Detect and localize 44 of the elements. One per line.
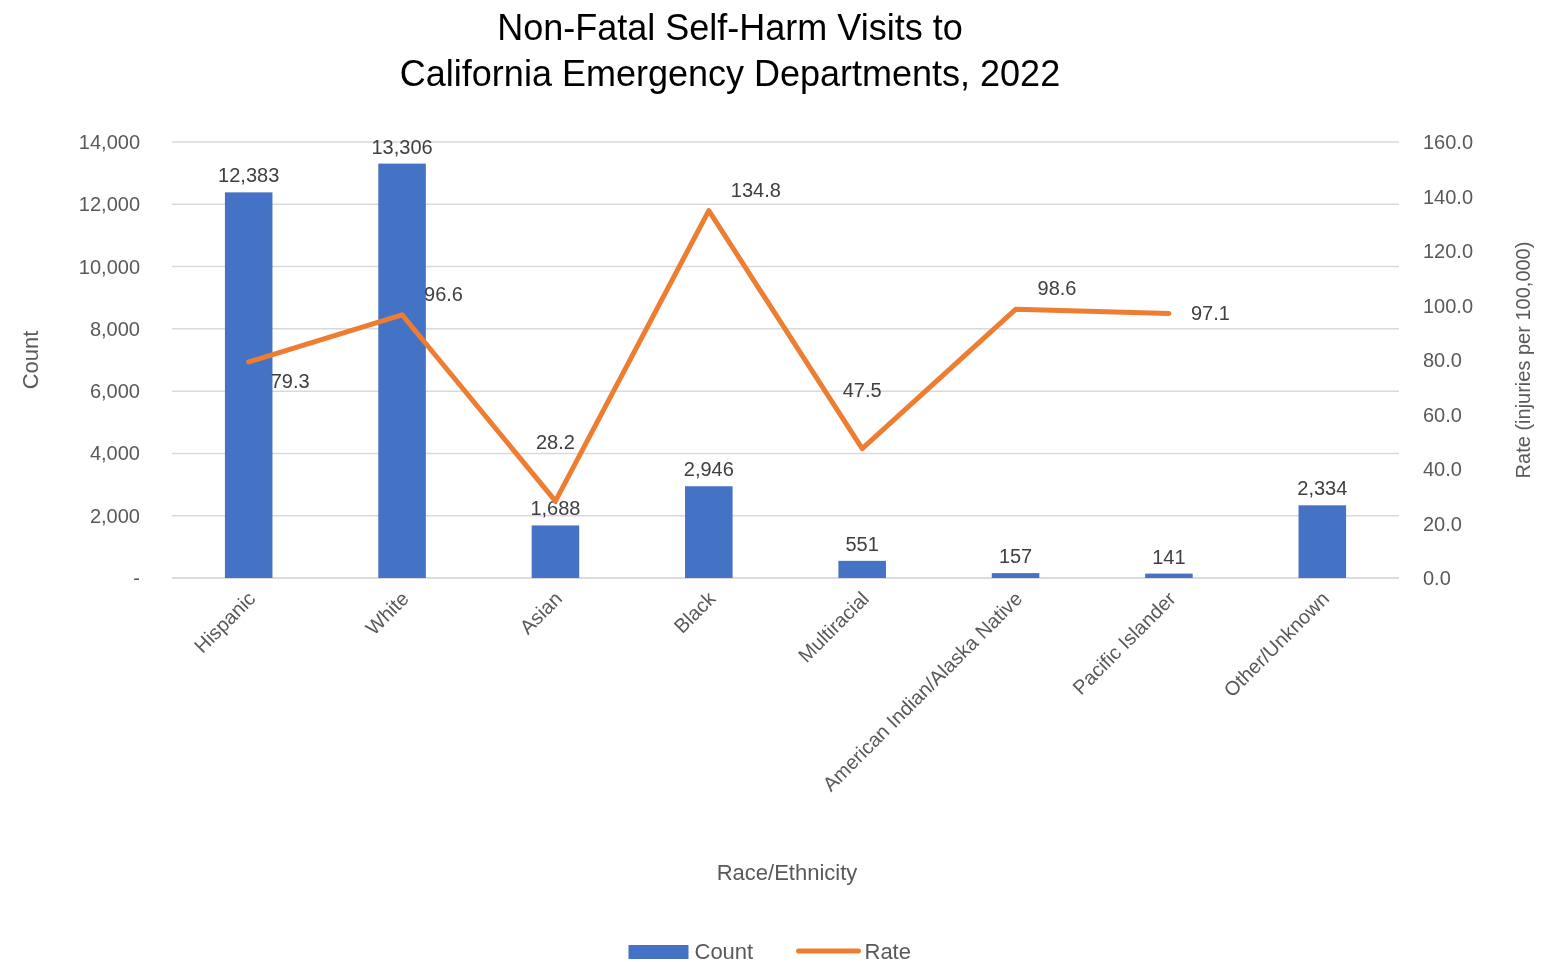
data-label: 1,688 xyxy=(530,497,581,520)
y2-axis-title: Rate (injuries per 100,000) xyxy=(1512,241,1534,479)
bar xyxy=(838,560,886,578)
y2-tick-label: 80.0 xyxy=(1423,349,1462,371)
y-tick-label: 2,000 xyxy=(89,504,140,527)
data-label: 2,946 xyxy=(683,458,734,481)
legend-label: Rate xyxy=(864,938,911,962)
data-label: 134.8 xyxy=(730,178,781,201)
y-tick-label: 6,000 xyxy=(89,380,140,403)
y2-tick-label: 40.0 xyxy=(1423,458,1462,480)
y-tick-label: - xyxy=(133,567,140,589)
data-label: 47.5 xyxy=(842,378,882,401)
data-label: 28.2 xyxy=(535,431,575,454)
bar xyxy=(1298,505,1347,578)
bar xyxy=(378,163,426,578)
y-tick-label: 10,000 xyxy=(78,255,140,278)
data-label: 2,334 xyxy=(1297,477,1348,500)
legend-label: Count xyxy=(694,938,754,962)
data-label: 12,383 xyxy=(218,164,280,187)
data-label: 97.1 xyxy=(1190,302,1230,325)
bar xyxy=(224,192,273,578)
data-label: 13,306 xyxy=(371,135,433,158)
data-label: 551 xyxy=(845,532,879,555)
data-label: 157 xyxy=(998,545,1033,568)
y2-tick-label: 20.0 xyxy=(1423,512,1462,535)
y2-tick-label: 100.0 xyxy=(1423,294,1474,317)
y-tick-label: 12,000 xyxy=(78,193,140,216)
y-axis-title: Count xyxy=(18,330,43,390)
y2-tick-label: 60.0 xyxy=(1423,403,1462,426)
chart-title: Non-Fatal Self-Harm Visits to California Emergency Departments, 2022 xyxy=(399,7,1061,94)
y2-tick-label: 160.0 xyxy=(1423,131,1474,153)
data-label: 141 xyxy=(1152,545,1186,568)
x-axis-title: Race/Ethnicity xyxy=(716,860,858,885)
bar xyxy=(1145,573,1193,578)
y-tick-label: 4,000 xyxy=(89,442,140,465)
y2-tick-label: 0.0 xyxy=(1423,567,1451,589)
y2-tick-label: 120.0 xyxy=(1423,240,1474,262)
bar xyxy=(531,525,580,578)
bar xyxy=(991,573,1040,578)
y-tick-label: 8,000 xyxy=(89,317,140,340)
y-tick-label: 14,000 xyxy=(78,131,140,153)
y2-tick-label: 140.0 xyxy=(1423,185,1474,208)
bar xyxy=(685,486,733,578)
data-label: 98.6 xyxy=(1037,277,1077,300)
